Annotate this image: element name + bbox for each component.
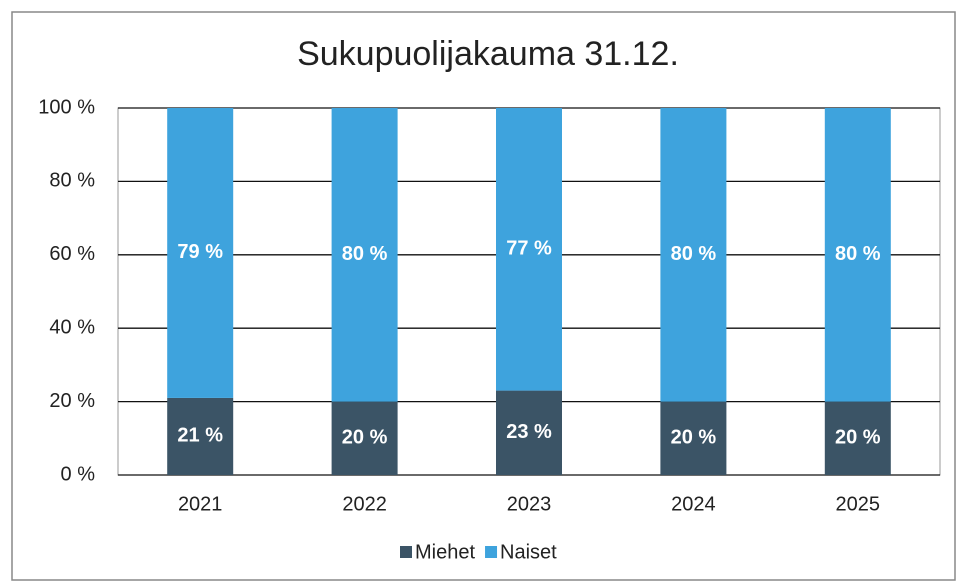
bar-segment bbox=[167, 397, 234, 475]
y-tick-label: 100 % bbox=[38, 96, 95, 118]
bar-segment bbox=[824, 108, 891, 402]
data-label: 77 % bbox=[506, 238, 552, 260]
x-tick-label: 2025 bbox=[836, 493, 881, 515]
y-tick-label: 0 % bbox=[61, 463, 96, 485]
data-label: 80 % bbox=[671, 243, 717, 265]
chart-frame bbox=[11, 11, 956, 581]
data-label: 80 % bbox=[342, 243, 388, 265]
data-label: 20 % bbox=[342, 427, 388, 449]
bar-segment bbox=[824, 401, 891, 475]
x-tick-label: 2021 bbox=[178, 493, 223, 515]
y-tick-label: 40 % bbox=[49, 316, 95, 338]
bar-segment bbox=[331, 401, 398, 475]
legend-label: Miehet bbox=[415, 541, 475, 563]
legend-swatch bbox=[485, 546, 498, 558]
y-tick-label: 20 % bbox=[49, 390, 95, 412]
y-tick-label: 60 % bbox=[49, 243, 95, 265]
bar-segment bbox=[167, 108, 234, 398]
legend-swatch bbox=[400, 546, 412, 558]
data-label: 20 % bbox=[835, 427, 881, 449]
data-label: 23 % bbox=[506, 421, 552, 443]
data-label: 21 % bbox=[177, 425, 223, 447]
y-tick-label: 80 % bbox=[49, 170, 95, 192]
legend-label: Naiset bbox=[500, 541, 557, 563]
x-tick-label: 2023 bbox=[507, 493, 552, 515]
x-tick-label: 2022 bbox=[342, 493, 387, 515]
chart-title: Sukupuolijakauma 31.12. bbox=[297, 35, 679, 73]
bar-segment bbox=[496, 108, 562, 391]
data-label: 79 % bbox=[177, 241, 223, 263]
bar-segment bbox=[660, 401, 727, 475]
bar-segment bbox=[331, 108, 398, 402]
bar-segment bbox=[496, 390, 562, 475]
data-label: 20 % bbox=[671, 427, 717, 449]
data-label: 80 % bbox=[835, 243, 881, 265]
bar-segment bbox=[660, 108, 727, 402]
x-tick-label: 2024 bbox=[671, 493, 716, 515]
